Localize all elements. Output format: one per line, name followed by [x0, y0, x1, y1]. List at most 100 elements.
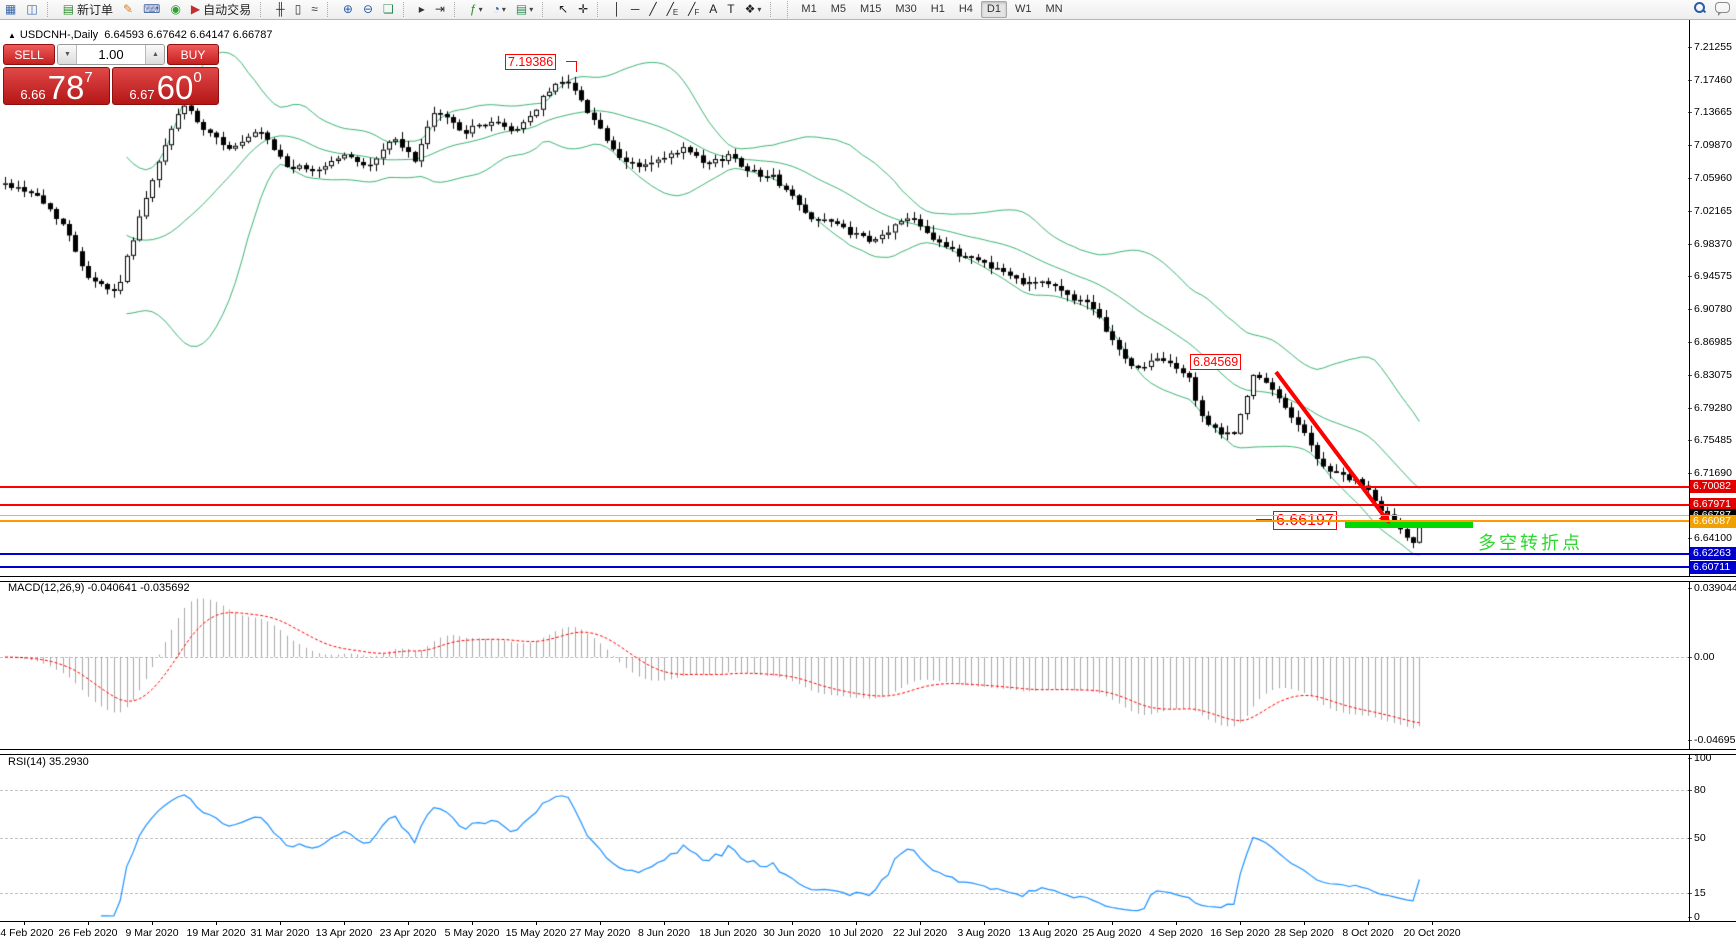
fibonacci-button[interactable]: ╱ F [684, 0, 703, 19]
autotrading-icon: ▶ [190, 2, 201, 16]
text-label-button[interactable]: T [723, 0, 738, 19]
new-order-icon: ▤ [62, 2, 75, 16]
timeframe-m5[interactable]: M5 [830, 3, 846, 15]
timeframe-w1[interactable]: W1 [1014, 3, 1032, 15]
signals-button[interactable]: ◉ [166, 0, 184, 19]
timeframe-h1[interactable]: H1 [930, 3, 945, 15]
vertical-line-button[interactable]: │ [609, 0, 625, 19]
zoom-out-button[interactable]: ⊖ [359, 0, 377, 19]
templates-button[interactable]: ▤ ▾ [512, 0, 537, 19]
swing-callout[interactable]: 6.84569 [1190, 354, 1242, 370]
timeframe-h4[interactable]: H4 [958, 3, 973, 15]
sub-letter: E [672, 8, 679, 17]
new-order-button-label: 新订单 [77, 3, 114, 17]
sell-button[interactable]: SELL [3, 44, 55, 65]
date-axis-line [0, 921, 1736, 922]
autotrading-button-label: 自动交易 [203, 3, 252, 17]
charts-window-button[interactable]: ▦ [1, 0, 20, 19]
symbol-header: ▲ USDCNH-,Daily 6.64593 6.67642 6.64147 6… [8, 29, 273, 41]
cursor-button[interactable]: ↖ [554, 0, 572, 19]
trendline-button[interactable]: ╱ [645, 0, 660, 19]
channel-icon: ╱ [666, 2, 674, 16]
search-icon[interactable] [1694, 2, 1705, 13]
templates-icon: ▤ [515, 2, 528, 16]
hline-6.67971[interactable] [0, 504, 1689, 506]
macd-panel-separator[interactable] [0, 576, 1736, 582]
arrows-icon: ❖ [744, 2, 756, 16]
symbol-name: USDCNH-,Daily [19, 29, 99, 41]
candlestick-chart-button[interactable]: ▯ [291, 0, 306, 19]
timeframe-d1[interactable]: D1 [980, 1, 1007, 18]
timeframe-m1[interactable]: M1 [801, 3, 817, 15]
timeframe-m30[interactable]: M30 [895, 3, 917, 15]
collapse-triangle-icon[interactable]: ▲ [8, 31, 16, 40]
periods-icon: ◔ [492, 2, 500, 16]
bar-chart-icon: ╫ [276, 2, 285, 16]
price-axis-line [1689, 19, 1690, 921]
toolbar-separator [260, 2, 268, 17]
styler-button[interactable]: ✎ [119, 0, 137, 19]
vertical-line-icon: │ [613, 2, 621, 16]
hline-6.66787[interactable] [0, 514, 1689, 516]
indicators-icon: ƒ [469, 2, 477, 16]
volume-stepper: ▼ ▲ [57, 44, 165, 65]
sell-price-display[interactable]: 6.66 78 7 [3, 67, 110, 105]
timeframe-m15[interactable]: M15 [859, 3, 882, 15]
data-window-button[interactable]: ◫ [22, 0, 41, 19]
toolbar-separator [402, 2, 411, 17]
bar-chart-button[interactable]: ╫ [272, 0, 289, 19]
toolbar-separator [326, 2, 335, 17]
candlestick-chart-icon: ▯ [294, 2, 302, 16]
toolbar-separator [542, 2, 550, 17]
toolbar-right [1694, 2, 1730, 16]
terminal-icon: ⌨ [143, 2, 161, 16]
terminal-button[interactable]: ⌨ [139, 0, 164, 19]
hline-6.60711[interactable] [0, 566, 1689, 569]
fibonacci-icon: ╱ [688, 2, 696, 16]
new-order-button[interactable]: ▤ 新订单 [59, 0, 117, 19]
timeframe-mn[interactable]: MN [1045, 3, 1063, 15]
volume-decrease-button[interactable]: ▼ [58, 45, 77, 64]
buy-button[interactable]: BUY [167, 44, 219, 65]
crosshair-button[interactable]: ✛ [574, 0, 592, 19]
styler-icon: ✎ [123, 2, 134, 16]
chart-shift-button[interactable]: ⇥ [431, 0, 449, 19]
arrows-button[interactable]: ❖ ▾ [741, 0, 766, 19]
charts-window-icon: ▦ [5, 2, 17, 16]
crosshair-icon: ✛ [578, 2, 589, 16]
trendline-icon: ╱ [649, 2, 657, 16]
dropdown-arrow-icon: ▾ [501, 5, 506, 14]
turning-point-line[interactable] [1345, 521, 1473, 528]
chat-icon[interactable] [1715, 2, 1730, 16]
high-callout[interactable]: 7.19386 [505, 54, 557, 70]
sell-price-int: 6.66 [20, 87, 46, 102]
text-button[interactable]: A [705, 0, 721, 19]
periods-button[interactable]: ◔ ▾ [489, 0, 510, 19]
volume-increase-button[interactable]: ▲ [145, 45, 164, 64]
auto-scroll-button[interactable]: ▸ [415, 0, 429, 19]
horizontal-line-icon: ─ [630, 2, 640, 16]
channel-button[interactable]: ╱ E [663, 0, 683, 19]
auto-scroll-icon: ▸ [418, 2, 425, 16]
indicators-button[interactable]: ƒ ▾ [466, 0, 487, 19]
toolbar-separator [453, 2, 462, 17]
rsi-panel-separator[interactable] [0, 749, 1736, 755]
buy-price-display[interactable]: 6.67 60 0 [112, 67, 219, 105]
volume-input[interactable] [77, 45, 145, 64]
sub-letter: F [694, 8, 700, 17]
dropdown-arrow-icon: ▾ [478, 5, 483, 14]
cursor-icon: ↖ [558, 2, 569, 16]
horizontal-line-button[interactable]: ─ [627, 0, 644, 19]
tile-windows-icon: ❏ [383, 2, 394, 16]
ohlc-values: 6.64593 6.67642 6.64147 6.66787 [104, 29, 273, 41]
zoom-in-button[interactable]: ⊕ [339, 0, 357, 19]
timeframe-bar: M1 M5 M15 M30 H1 H4 D1 W1 MN [787, 1, 1069, 18]
hline-6.70082[interactable] [0, 486, 1689, 488]
hline-6.66087[interactable] [0, 520, 1689, 523]
tile-windows-button[interactable]: ❏ [379, 0, 398, 19]
line-chart-button[interactable]: ≈ [307, 0, 322, 19]
autotrading-button[interactable]: ▶ 自动交易 [187, 0, 255, 19]
hline-6.62263[interactable] [0, 552, 1689, 555]
rsi-header: RSI(14) 35.2930 [8, 756, 89, 768]
